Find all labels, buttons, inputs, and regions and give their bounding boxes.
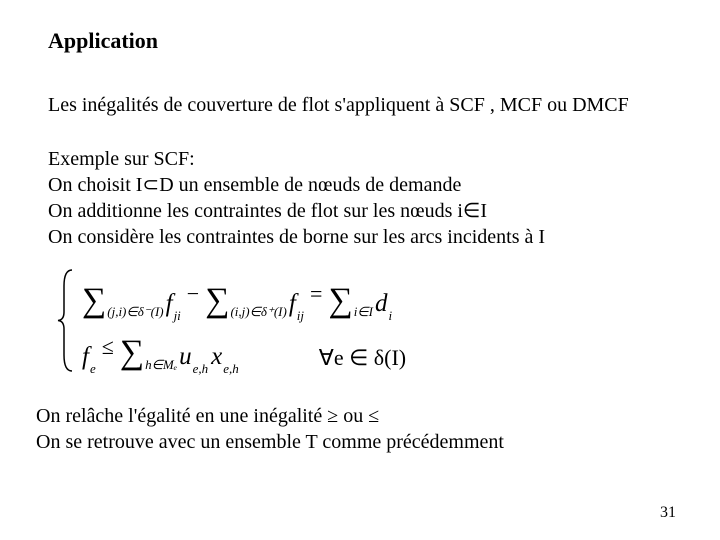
slide-title: Application	[48, 28, 672, 54]
conclusion-line-1: On relâche l'égalité en une inégalité ≥ …	[36, 405, 379, 427]
example-line-3: On additionne les contraintes de flot su…	[48, 198, 672, 224]
conclusion-line-2: On se retrouve avec un ensemble T comme …	[36, 431, 504, 453]
sum-2: ∑ (i,j)∈δ⁺(I)	[205, 286, 287, 317]
intro-paragraph: Les inégalités de couverture de flot s'a…	[48, 92, 672, 118]
forall-condition: ∀e ∈ δ(I)	[319, 347, 406, 369]
equation-row-1: ∑ (j,i)∈δ⁻(I) f ji − ∑ (i,j)∈δ⁺(I) f ij …	[82, 272, 406, 316]
equation-system: ∑ (j,i)∈δ⁻(I) f ji − ∑ (i,j)∈δ⁺(I) f ij …	[56, 268, 672, 373]
sum-4: ∑ h∈Mₑ	[120, 338, 177, 369]
equation-rows: ∑ (j,i)∈δ⁻(I) f ji − ∑ (i,j)∈δ⁺(I) f ij …	[76, 268, 406, 373]
example-line-4: On considère les contraintes de borne su…	[48, 224, 672, 250]
example-line-2: On choisit I⊂D un ensemble de nœuds de d…	[48, 172, 672, 198]
sum-1: ∑ (j,i)∈δ⁻(I)	[82, 286, 164, 317]
example-paragraph: Exemple sur SCF: On choisit I⊂D un ensem…	[48, 146, 672, 250]
equation-row-2: f e ≤ ∑ h∈Mₑ u e,h x e,h ∀e ∈ δ(I)	[82, 325, 406, 369]
conclusion-paragraph: On relâche l'égalité en une inégalité ≥ …	[36, 403, 672, 455]
page-number: 31	[660, 504, 676, 522]
sum-3: ∑ i∈I	[328, 286, 373, 317]
left-brace-icon	[56, 268, 76, 373]
example-line-1: Exemple sur SCF:	[48, 146, 672, 172]
